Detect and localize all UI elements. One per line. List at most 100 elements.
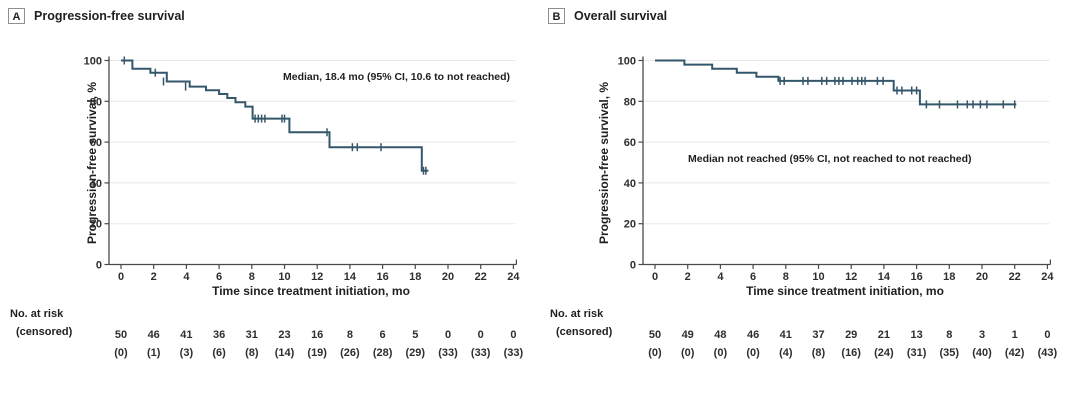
at-risk-value: 49 <box>682 329 694 341</box>
x-axis-label: Time since treatment initiation, mo <box>212 284 410 298</box>
x-tick-label: 20 <box>976 271 988 283</box>
y-tick-label: 80 <box>90 96 102 108</box>
median-annotation: Median, 18.4 mo (95% CI, 10.6 to not rea… <box>283 71 510 83</box>
y-tick-label: 40 <box>624 178 636 190</box>
censored-value: (42) <box>1005 347 1025 359</box>
censored-value: (1) <box>147 347 161 359</box>
km-curve <box>655 59 1017 106</box>
at-risk-value: 21 <box>878 329 890 341</box>
at-risk-value: 29 <box>845 329 857 341</box>
at-risk-value: 36 <box>213 329 225 341</box>
x-tick-label: 14 <box>344 271 357 283</box>
censored-value: (16) <box>841 347 861 359</box>
x-tick-label: 22 <box>475 271 487 283</box>
x-tick-label: 8 <box>783 271 789 283</box>
x-tick-label: 4 <box>717 271 724 283</box>
at-risk-value: 13 <box>910 329 922 341</box>
at-risk-value: 0 <box>445 329 451 341</box>
at-risk-value: 5 <box>412 329 418 341</box>
y-tick-label: 100 <box>84 56 102 68</box>
x-tick-label: 2 <box>151 271 157 283</box>
censored-value: (31) <box>907 347 927 359</box>
y-tick-label: 40 <box>90 178 102 190</box>
x-tick-label: 8 <box>249 271 255 283</box>
censored-value: (43) <box>1038 347 1058 359</box>
censored-value: (14) <box>275 347 295 359</box>
y-tick-label: 100 <box>618 56 636 68</box>
panel-header: B Overall survival <box>548 8 667 24</box>
censored-value: (35) <box>940 347 960 359</box>
censored-value: (0) <box>746 347 760 359</box>
panel-letter-badge: B <box>548 8 565 24</box>
x-tick-label: 12 <box>845 271 857 283</box>
at-risk-value: 41 <box>180 329 192 341</box>
x-tick-label: 12 <box>311 271 323 283</box>
panel-title: Progression-free survival <box>34 9 185 23</box>
x-tick-label: 18 <box>943 271 955 283</box>
censored-value: (6) <box>212 347 226 359</box>
median-annotation: Median not reached (95% CI, not reached … <box>688 153 972 165</box>
censored-value: (33) <box>471 347 491 359</box>
x-tick-label: 6 <box>216 271 222 283</box>
at-risk-row-label: No. at risk <box>10 308 64 320</box>
at-risk-value: 8 <box>946 329 952 341</box>
panel-title: Overall survival <box>574 9 668 23</box>
censored-value: (28) <box>373 347 393 359</box>
x-tick-label: 4 <box>183 271 190 283</box>
y-tick-label: 80 <box>624 96 636 108</box>
y-tick-label: 0 <box>96 260 102 272</box>
y-tick-label: 0 <box>630 260 636 272</box>
x-tick-label: 0 <box>652 271 658 283</box>
censored-row-label: (censored) <box>556 326 613 338</box>
censored-value: (33) <box>438 347 458 359</box>
panel-header: A Progression-free survival <box>8 8 185 24</box>
censored-value: (3) <box>180 347 194 359</box>
y-tick-label: 60 <box>624 137 636 149</box>
censored-value: (26) <box>340 347 360 359</box>
x-tick-label: 22 <box>1009 271 1021 283</box>
censored-value: (0) <box>648 347 662 359</box>
censored-value: (29) <box>406 347 426 359</box>
censored-value: (8) <box>812 347 826 359</box>
panel-letter-badge: A <box>8 8 25 24</box>
at-risk-value: 31 <box>246 329 258 341</box>
censored-value: (0) <box>114 347 128 359</box>
at-risk-value: 0 <box>510 329 516 341</box>
panel-progression-free-survival: A Progression-free survival Progression-… <box>8 8 524 360</box>
y-tick-label: 60 <box>90 137 102 149</box>
censored-value: (19) <box>307 347 327 359</box>
at-risk-value: 6 <box>380 329 386 341</box>
censored-value: (0) <box>681 347 695 359</box>
x-tick-label: 2 <box>685 271 691 283</box>
at-risk-value: 50 <box>115 329 127 341</box>
x-tick-label: 24 <box>1041 271 1054 283</box>
x-tick-label: 16 <box>376 271 388 283</box>
at-risk-value: 23 <box>278 329 290 341</box>
at-risk-value: 8 <box>347 329 353 341</box>
at-risk-value: 48 <box>714 329 726 341</box>
censored-value: (24) <box>874 347 894 359</box>
censored-value: (40) <box>972 347 992 359</box>
at-risk-value: 46 <box>747 329 759 341</box>
at-risk-value: 1 <box>1012 329 1018 341</box>
panel-overall-survival: B Overall survival Progression-free surv… <box>540 0 1080 400</box>
at-risk-value: 41 <box>780 329 792 341</box>
x-tick-label: 0 <box>118 271 124 283</box>
x-tick-label: 6 <box>750 271 756 283</box>
at-risk-value: 46 <box>148 329 160 341</box>
censored-value: (8) <box>245 347 259 359</box>
censored-row-label: (censored) <box>16 326 73 338</box>
x-axis-label: Time since treatment initiation, mo <box>746 284 944 298</box>
at-risk-value: 16 <box>311 329 323 341</box>
at-risk-value: 0 <box>478 329 484 341</box>
censored-value: (4) <box>779 347 793 359</box>
y-tick-label: 20 <box>90 219 102 231</box>
x-tick-label: 20 <box>442 271 454 283</box>
at-risk-value: 37 <box>812 329 824 341</box>
x-tick-label: 10 <box>812 271 824 283</box>
x-tick-label: 16 <box>910 271 922 283</box>
km-curve <box>121 59 429 172</box>
